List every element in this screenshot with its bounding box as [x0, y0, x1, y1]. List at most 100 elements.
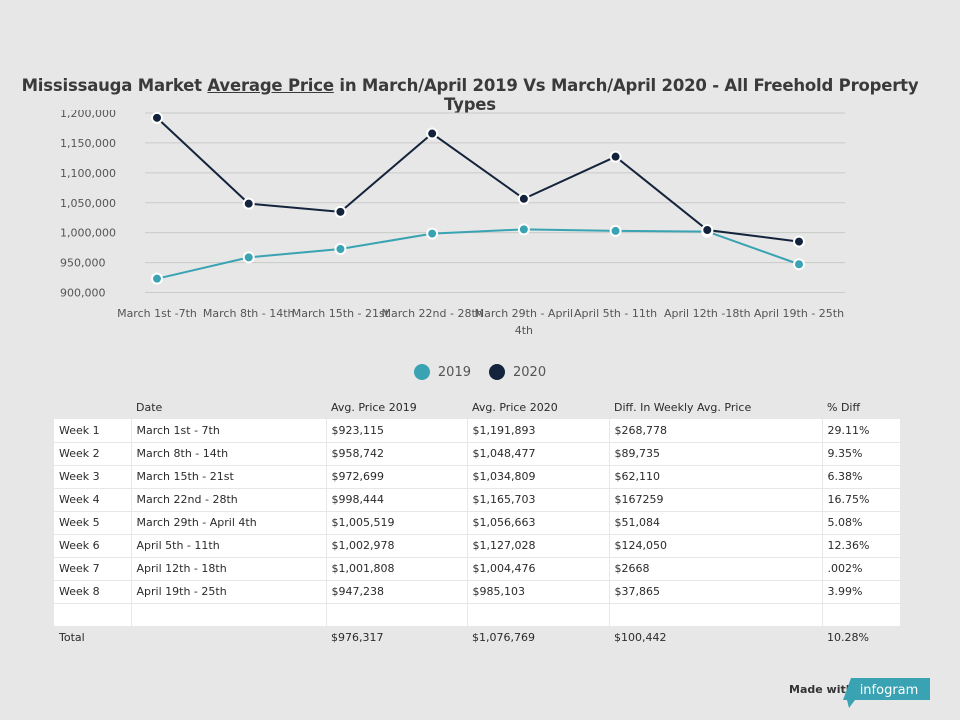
series-lines	[156, 117, 800, 280]
infogram-logo[interactable]: infogram	[843, 678, 930, 708]
table-cell: $1,076,769	[472, 631, 535, 645]
table-cell: $1,001,808	[326, 557, 468, 581]
table-cell: Week 2	[54, 442, 132, 466]
x-category-label: March 1st -7th	[117, 307, 197, 320]
x-category-label: March 15th - 21st	[292, 307, 390, 320]
chart-legend: 2019 2020	[0, 364, 960, 380]
table-cell: 3.99%	[822, 580, 900, 604]
data-point-2020[interactable]	[334, 205, 347, 218]
table-cell: $923,115	[326, 419, 468, 443]
data-point-2019[interactable]	[609, 224, 622, 237]
table-cell: $972,699	[326, 465, 468, 489]
table-cell: March 29th - April 4th	[131, 511, 327, 535]
table-cell: Week 6	[54, 534, 132, 558]
data-point-2019[interactable]	[151, 272, 163, 285]
table-cell	[326, 603, 468, 627]
data-point-2020[interactable]	[426, 127, 439, 140]
table-cell: April 12th - 18th	[131, 557, 327, 581]
y-tick-label: 1,150,000	[60, 137, 116, 150]
table-cell: March 15th - 21st	[131, 465, 327, 489]
legend-swatch-2019	[413, 364, 430, 380]
data-point-2020[interactable]	[151, 111, 163, 124]
table-cell: $37,865	[609, 580, 823, 604]
data-point-2020[interactable]	[242, 197, 255, 210]
made-with-label: Made with	[789, 683, 854, 696]
table-row: Week 7 April 12th - 18th $1,001,808 $1,004,…	[54, 557, 900, 581]
table-cell: April 5th - 11th	[131, 534, 327, 558]
legend-label-2020: 2020	[513, 364, 547, 380]
table-cell: $1,002,978	[326, 534, 468, 558]
table-cell	[54, 396, 131, 419]
table-cell: Week 3	[54, 465, 132, 489]
x-category-label: April 12th -18th	[664, 307, 751, 320]
table-cell: $1,004,476	[467, 557, 610, 581]
table-row: Week 4 March 22nd - 28th $998,444 $1,165,70…	[54, 488, 900, 512]
table-cell: $998,444	[326, 488, 468, 512]
table-cell: 29.11%	[822, 419, 900, 443]
table-cell: Avg. Price 2020	[472, 401, 558, 414]
table-cell: $268,778	[609, 419, 823, 443]
data-point-2019[interactable]	[793, 258, 805, 271]
data-point-2019[interactable]	[334, 243, 347, 256]
table-row: Week 5 March 29th - April 4th $1,005,519 $1…	[54, 511, 900, 535]
table-cell: $1,127,028	[467, 534, 610, 558]
x-category-label: March 22nd - 28th	[382, 307, 483, 320]
line-chart: 1,200,000 1,150,000 1,100,000 1,050,000 1,00…	[60, 110, 845, 337]
title-pre: Mississauga Market	[21, 76, 208, 95]
data-point-2020[interactable]	[701, 223, 714, 236]
table-cell: 5.08%	[822, 511, 900, 535]
legend-swatch-2020	[489, 364, 505, 380]
table-cell: $958,742	[326, 442, 468, 466]
table-cell: 9.35%	[822, 442, 900, 466]
y-tick-label: 1,000,000	[60, 227, 116, 240]
table-cell: $976,317	[331, 631, 384, 645]
table-cell: $124,050	[609, 534, 823, 558]
price-table: Date Avg. Price 2019 Avg. Price 2020 Diff. …	[54, 396, 900, 649]
table-row	[54, 603, 900, 627]
table-cell: $1,056,663	[467, 511, 610, 535]
y-tick-label: 900,000	[60, 287, 106, 300]
legend-item-2019[interactable]: 2019	[413, 364, 471, 380]
table-cell: March 22nd - 28th	[131, 488, 327, 512]
legend-item-2020[interactable]: 2020	[489, 364, 546, 380]
table-cell: $1,034,809	[467, 465, 610, 489]
table-cell	[131, 603, 327, 627]
data-point-2019[interactable]	[242, 251, 255, 264]
table-row: Week 1 March 1st - 7th $923,115 $1,191,893 $…	[54, 419, 900, 443]
table-cell: April 19th - 25th	[131, 580, 327, 604]
table-row: Week 8 April 19th - 25th $947,238 $985,103 $…	[54, 580, 900, 604]
table-total-row: Total $976,317 $1,076,769 $100,442 10.28%	[54, 626, 900, 649]
y-tick-label: 1,100,000	[60, 167, 116, 180]
data-point-2019[interactable]	[426, 227, 439, 240]
table-cell: $1,005,519	[326, 511, 468, 535]
table-cell: $89,735	[609, 442, 823, 466]
series-line-2020	[156, 117, 800, 243]
table-cell: Week 7	[54, 557, 132, 581]
table-cell: $1,048,477	[467, 442, 610, 466]
table-cell: % Diff	[827, 401, 861, 414]
table-cell: 12.36%	[822, 534, 900, 558]
table-cell: March 8th - 14th	[131, 442, 327, 466]
table-cell	[467, 603, 610, 627]
legend-label-2019: 2019	[437, 364, 471, 380]
data-point-2020[interactable]	[517, 192, 530, 205]
y-tick-label: 950,000	[60, 257, 106, 270]
x-category-label: April 19th - 25th	[754, 307, 844, 320]
data-point-2020[interactable]	[793, 235, 805, 248]
table-cell	[54, 603, 132, 627]
table-cell	[131, 626, 326, 649]
table-cell: $1,165,703	[467, 488, 610, 512]
grid-lines	[145, 112, 845, 294]
table-cell: 10.28%	[827, 631, 869, 645]
y-tick-label: 1,200,000	[60, 110, 116, 120]
table-cell	[822, 603, 900, 627]
table-cell: Avg. Price 2019	[331, 401, 417, 414]
table-header-row: Date Avg. Price 2019 Avg. Price 2020 Diff. …	[54, 396, 900, 419]
table-cell: Week 5	[54, 511, 132, 535]
table-row: Week 6 April 5th - 11th $1,002,978 $1,127,0…	[54, 534, 900, 558]
y-tick-label: 1,050,000	[60, 197, 116, 210]
data-point-2019[interactable]	[517, 223, 530, 236]
x-category-label: April 5th - 11th	[574, 307, 657, 320]
data-point-2020[interactable]	[609, 150, 622, 163]
